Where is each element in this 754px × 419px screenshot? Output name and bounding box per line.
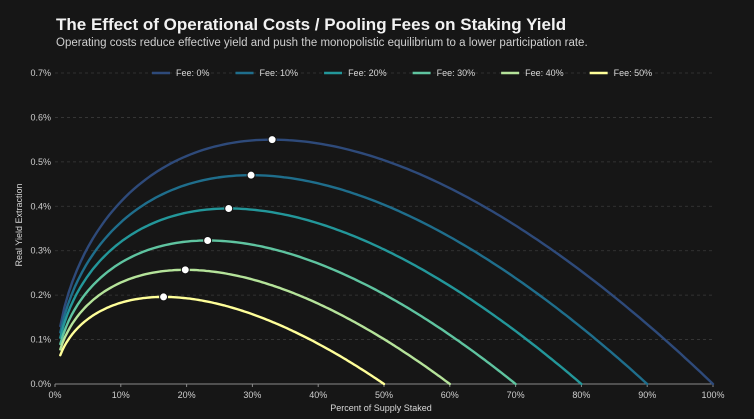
series-lines bbox=[59, 138, 715, 386]
series-line bbox=[59, 207, 583, 386]
x-tick-label: 100% bbox=[701, 390, 724, 400]
legend-label: Fee: 20% bbox=[348, 68, 387, 78]
equilibrium-marker bbox=[203, 235, 213, 245]
x-tick-label: 40% bbox=[309, 390, 327, 400]
x-tick-label: 80% bbox=[572, 390, 590, 400]
equilibrium-marker bbox=[246, 170, 256, 180]
series-line bbox=[59, 173, 649, 386]
y-tick-label: 0.5% bbox=[30, 157, 51, 167]
x-tick-label: 70% bbox=[507, 390, 525, 400]
x-tick-label: 20% bbox=[178, 390, 196, 400]
legend-label: Fee: 0% bbox=[176, 68, 210, 78]
x-tick-label: 10% bbox=[112, 390, 130, 400]
equilibrium-marker bbox=[180, 265, 190, 275]
equilibrium-marker bbox=[224, 204, 234, 214]
y-tick-label: 0.2% bbox=[30, 290, 51, 300]
series-line bbox=[59, 268, 451, 386]
legend: Fee: 0% Fee: 10% Fee: 20% Fee: 30% Fee: 40% F… bbox=[152, 68, 652, 78]
series-line bbox=[59, 239, 517, 386]
series-line bbox=[59, 295, 386, 386]
series-line bbox=[59, 138, 715, 386]
legend-label: Fee: 30% bbox=[437, 68, 476, 78]
y-tick-label: 0.7% bbox=[30, 68, 51, 78]
y-axis: 0.0% 0.1% 0.2% 0.3% 0.4% 0.5% 0.6% 0.7% bbox=[30, 68, 51, 389]
y-tick-label: 0.0% bbox=[30, 379, 51, 389]
grid-lines bbox=[55, 72, 713, 340]
y-tick-label: 0.4% bbox=[30, 201, 51, 211]
chart-subtitle: Operating costs reduce effective yield a… bbox=[56, 37, 588, 49]
legend-label: Fee: 40% bbox=[525, 68, 564, 78]
legend-label: Fee: 10% bbox=[260, 68, 299, 78]
y-tick-label: 0.6% bbox=[30, 112, 51, 122]
x-tick-label: 30% bbox=[243, 390, 261, 400]
x-tick-label: 0% bbox=[48, 390, 61, 400]
equilibrium-marker bbox=[159, 292, 169, 302]
y-axis-label: Real Yield Extraction bbox=[14, 183, 24, 266]
equilibrium-marker bbox=[267, 135, 277, 145]
x-tick-label: 90% bbox=[638, 390, 656, 400]
x-tick-label: 60% bbox=[441, 390, 459, 400]
legend-label: Fee: 50% bbox=[614, 68, 653, 78]
chart-title: The Effect of Operational Costs / Poolin… bbox=[56, 15, 567, 34]
x-axis-label: Percent of Supply Staked bbox=[330, 403, 432, 413]
y-tick-label: 0.3% bbox=[30, 246, 51, 256]
x-tick-label: 50% bbox=[375, 390, 393, 400]
equilibrium-markers bbox=[159, 135, 277, 302]
x-axis: 0% 10% 20% 30% 40% 50% 60% 70% 80% 90% 100% bbox=[48, 383, 725, 400]
y-tick-label: 0.1% bbox=[30, 335, 51, 345]
